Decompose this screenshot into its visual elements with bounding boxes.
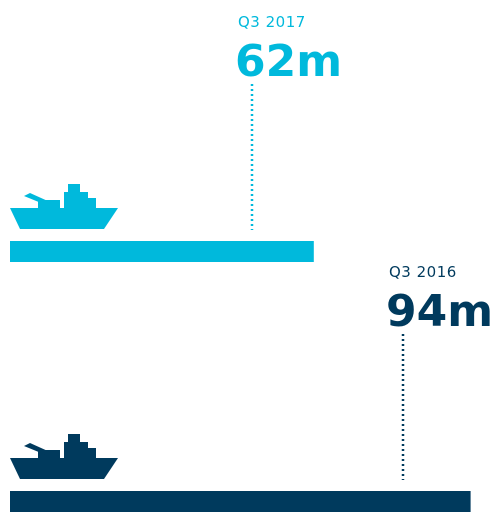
period-label: Q3 2017 [238, 13, 306, 31]
ship-icon [10, 184, 118, 229]
bar-group-0: Q3 2017 62m [10, 13, 342, 262]
period-label: Q3 2016 [389, 263, 457, 281]
value-label: 94m [386, 286, 493, 337]
value-label: 62m [235, 36, 342, 87]
bar [10, 491, 471, 512]
bar [10, 241, 314, 262]
ship-icon [10, 434, 118, 479]
bar-group-1: Q3 2016 94m [10, 263, 493, 512]
